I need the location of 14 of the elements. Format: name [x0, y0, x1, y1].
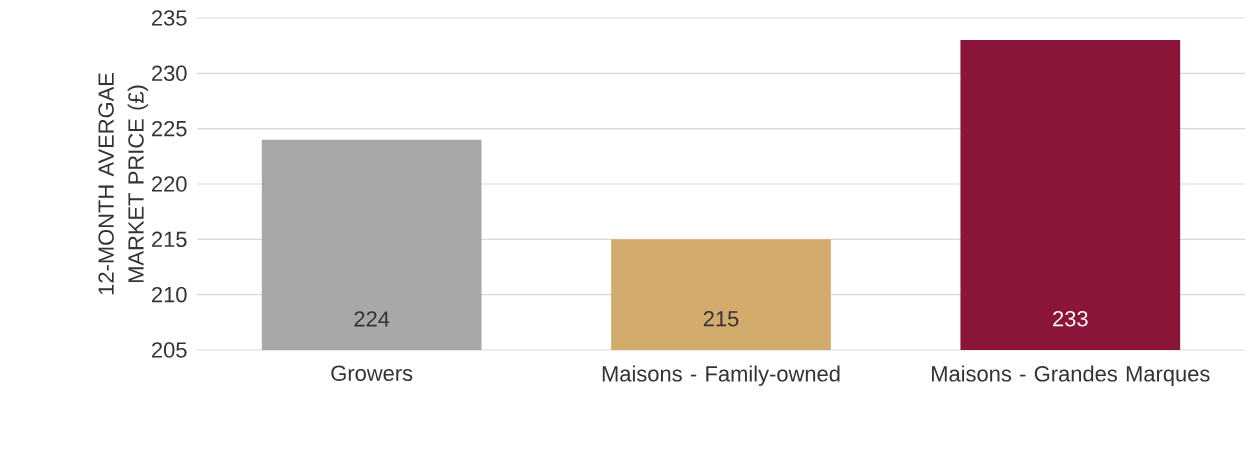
y-axis-title: 12-MONTH AVERGAE MARKET PRICE (£): [98, 73, 149, 295]
y-tick-label: 215: [152, 231, 187, 248]
y-tick-label: 230: [152, 65, 187, 82]
y-tick-label: 205: [152, 342, 187, 358]
y-tick-label: 220: [152, 176, 187, 192]
y-tick-label: 225: [152, 120, 187, 137]
data-label: 215: [703, 310, 739, 327]
data-label: 233: [1053, 310, 1088, 327]
x-tick-label: Maisons - Grandes Marques: [932, 365, 1210, 386]
data-label: 224: [354, 311, 390, 327]
x-tick-label: Growers: [331, 365, 413, 382]
x-tick-label: Maisons - Family-owned: [602, 365, 840, 386]
y-tick-label: 210: [152, 286, 187, 303]
y-tick-label: 235: [152, 10, 187, 26]
